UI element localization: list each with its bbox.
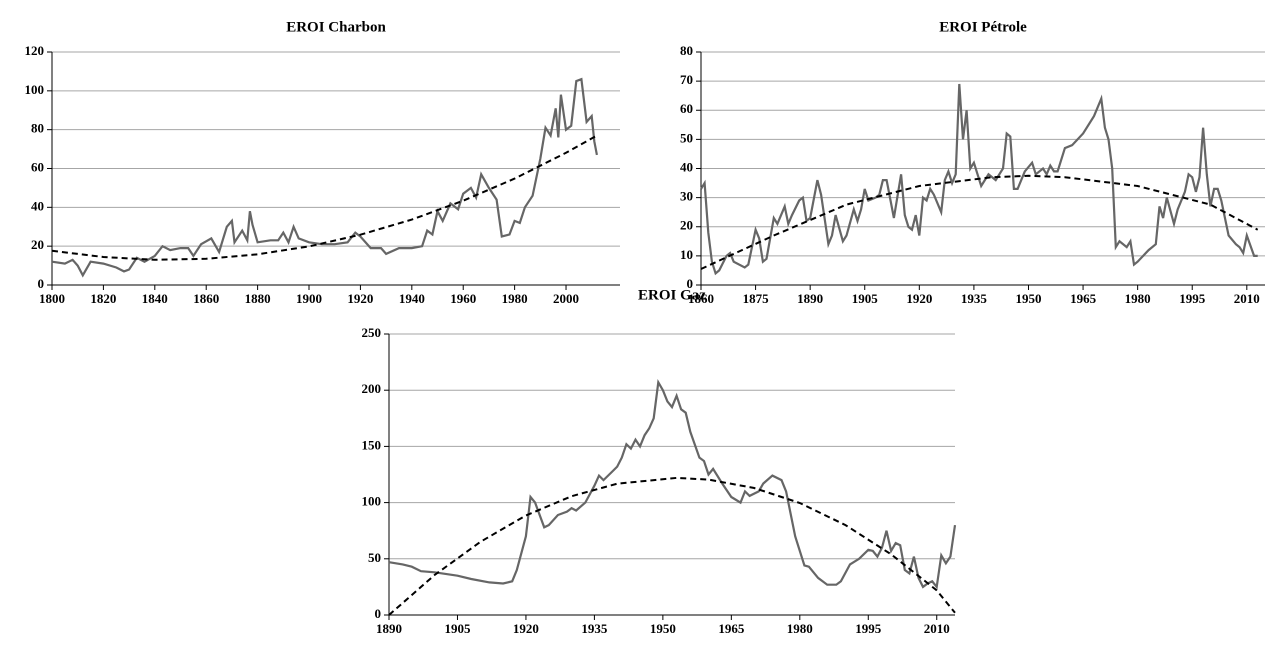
x-tick-label: 1950 [1015,291,1041,306]
x-tick-label: 1940 [399,291,425,306]
x-tick-label: 1890 [797,291,823,306]
chart-title: EROI Gaz [638,287,706,303]
x-tick-label: 2010 [924,621,950,636]
y-tick-label: 100 [25,82,45,97]
y-tick-label: 20 [680,218,693,233]
y-tick-label: 50 [368,550,381,565]
x-tick-label: 1840 [142,291,168,306]
y-tick-label: 30 [680,189,693,204]
y-tick-label: 0 [375,606,382,621]
y-tick-label: 80 [680,43,693,58]
trend-line [700,174,1259,270]
y-tick-label: 80 [31,121,44,136]
x-tick-label: 1980 [787,621,813,636]
x-tick-label: 2000 [553,291,579,306]
x-tick-label: 1950 [650,621,676,636]
x-tick-label: 2010 [1234,291,1260,306]
y-tick-label: 60 [31,159,44,174]
y-tick-label: 100 [362,494,382,509]
trend-line [51,134,598,261]
x-tick-label: 1900 [296,291,322,306]
x-tick-label: 1880 [245,291,271,306]
x-tick-label: 1905 [852,291,879,306]
data-line [388,378,957,590]
data-line [700,83,1258,276]
y-tick-label: 70 [680,72,693,87]
x-tick-label: 1935 [581,621,608,636]
y-tick-label: 50 [680,130,693,145]
x-tick-label: 1965 [1070,291,1097,306]
x-tick-label: 1905 [444,621,471,636]
y-tick-label: 10 [680,247,693,262]
y-tick-label: 40 [680,159,693,174]
x-tick-label: 1920 [906,291,932,306]
x-tick-label: 1860 [688,291,714,306]
x-tick-label: 1920 [347,291,373,306]
x-tick-label: 1875 [743,291,770,306]
y-tick-label: 40 [31,198,44,213]
chart-title: EROI Charbon [286,19,386,35]
x-tick-label: 1935 [961,291,988,306]
x-tick-label: 1890 [376,621,402,636]
x-tick-label: 1965 [718,621,745,636]
y-tick-label: 60 [680,101,693,116]
y-tick-label: 0 [687,276,694,291]
y-tick-label: 0 [38,276,45,291]
x-tick-label: 1820 [90,291,116,306]
y-tick-label: 150 [362,437,382,452]
x-tick-label: 1980 [502,291,528,306]
x-tick-label: 1980 [1125,291,1151,306]
x-tick-label: 1860 [193,291,219,306]
data-line [51,77,598,278]
y-tick-label: 200 [362,381,382,396]
x-tick-label: 1800 [39,291,65,306]
y-tick-label: 250 [362,325,382,340]
x-tick-label: 1920 [513,621,539,636]
x-tick-label: 1960 [450,291,476,306]
chart-title: EROI Pétrole [939,19,1027,35]
x-tick-label: 1995 [1179,291,1206,306]
y-tick-label: 120 [25,43,45,58]
trend-line [388,476,956,616]
x-tick-label: 1995 [855,621,882,636]
y-tick-label: 20 [31,237,44,252]
